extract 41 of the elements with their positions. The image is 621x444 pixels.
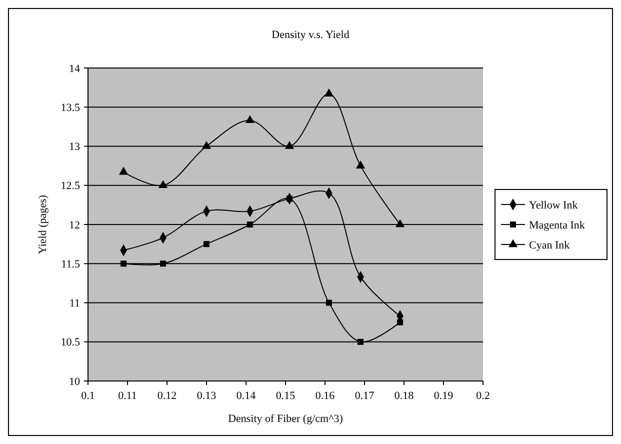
point — [204, 241, 210, 248]
x-tick-label: 0.14 — [236, 390, 256, 402]
chart-title: Density v.s. Yield — [272, 29, 350, 41]
x-tick-label: 0.13 — [196, 390, 217, 402]
point — [118, 166, 128, 175]
point — [284, 140, 294, 149]
point — [397, 319, 404, 326]
point — [120, 260, 127, 267]
point — [202, 140, 212, 149]
point — [246, 222, 253, 228]
legend-label: Magenta Ink — [529, 219, 586, 232]
point — [356, 160, 366, 168]
point — [326, 300, 332, 306]
x-tick-label: 0.17 — [354, 390, 375, 402]
point — [158, 180, 168, 188]
y-tick-label: 11 — [69, 298, 80, 310]
y-tick-label: 11.5 — [61, 258, 80, 270]
point — [160, 260, 166, 267]
x-tick-label: 0.12 — [157, 390, 177, 402]
x-tick-label: 0.1 — [81, 390, 95, 402]
y-tick-label: 10 — [69, 376, 80, 388]
x-tick-label: 0.15 — [276, 390, 296, 402]
point — [395, 219, 405, 228]
x-tick-label: 0.2 — [476, 390, 490, 402]
point — [324, 88, 334, 96]
y-tick-label: 13.5 — [60, 102, 80, 114]
y-tick-label: 13 — [69, 141, 80, 154]
y-tick-label: 12.5 — [60, 180, 80, 192]
point — [245, 115, 255, 124]
x-tick-label: 0.11 — [118, 390, 137, 402]
x-axis-title: Density of Fiber (g/cm^3) — [228, 413, 344, 425]
x-tick-label: 0.18 — [394, 390, 414, 402]
y-tick-label: 10.5 — [60, 336, 80, 349]
x-tick-label: 0.16 — [315, 390, 336, 402]
legend-label: Cyan Ink — [529, 239, 570, 252]
y-tick-label: 12 — [69, 219, 80, 232]
legend-label: Yellow Ink — [529, 199, 578, 212]
x-tick-label: 0.19 — [434, 390, 454, 402]
point — [358, 338, 364, 345]
y-axis-title: Yield (pages) — [37, 194, 49, 254]
y-tick-label: 14 — [69, 62, 80, 75]
